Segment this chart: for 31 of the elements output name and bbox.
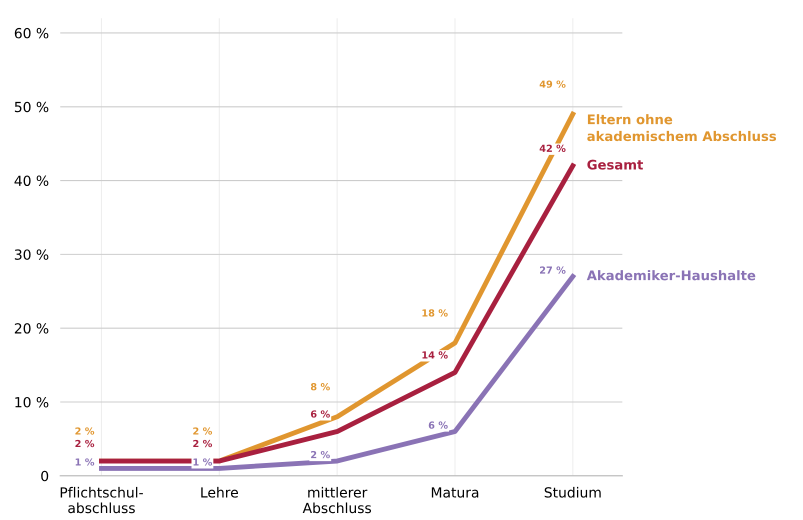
data-label: 6 % [428, 421, 448, 429]
y-tick-label: 30 % [14, 249, 48, 260]
x-tick-label: Studium [544, 486, 601, 498]
data-label: 49 % [540, 80, 566, 88]
data-label: 1 % [76, 458, 94, 466]
y-tick-label: 50 % [14, 102, 48, 112]
y-tick-label: 10 % [15, 396, 48, 408]
x-tick-label: Matura [432, 487, 478, 498]
y-tick-label: 0 [41, 470, 48, 482]
data-label: 2 % [193, 440, 212, 448]
data-label: 6 % [310, 410, 330, 418]
data-label: 1 % [194, 458, 212, 466]
data-label: 42 % [540, 144, 566, 152]
series-label: Eltern ohne akademischem Abschluss [587, 114, 776, 142]
y-tick-label: 20 % [14, 323, 48, 334]
x-tick-label: Lehre [201, 486, 238, 498]
y-tick-label: 60 % [14, 28, 48, 38]
y-tick-label: 40 % [14, 176, 48, 186]
series-label: Akademiker-Haushalte [586, 270, 756, 280]
data-label: 2 % [311, 450, 330, 458]
data-label: 14 % [422, 351, 448, 359]
data-label: 18 % [422, 309, 448, 317]
data-label: 8 % [310, 383, 330, 390]
x-tick-label: mittlerer Abschluss [302, 486, 372, 514]
data-label: 2 % [75, 440, 94, 448]
data-label: 27 % [540, 266, 566, 274]
x-tick-label: Pflichtschul- abschluss [60, 486, 143, 514]
data-label: 2 % [193, 427, 212, 435]
series-label: Gesamt [587, 160, 644, 170]
data-label: 2 % [75, 427, 94, 435]
line-series [99, 274, 576, 471]
